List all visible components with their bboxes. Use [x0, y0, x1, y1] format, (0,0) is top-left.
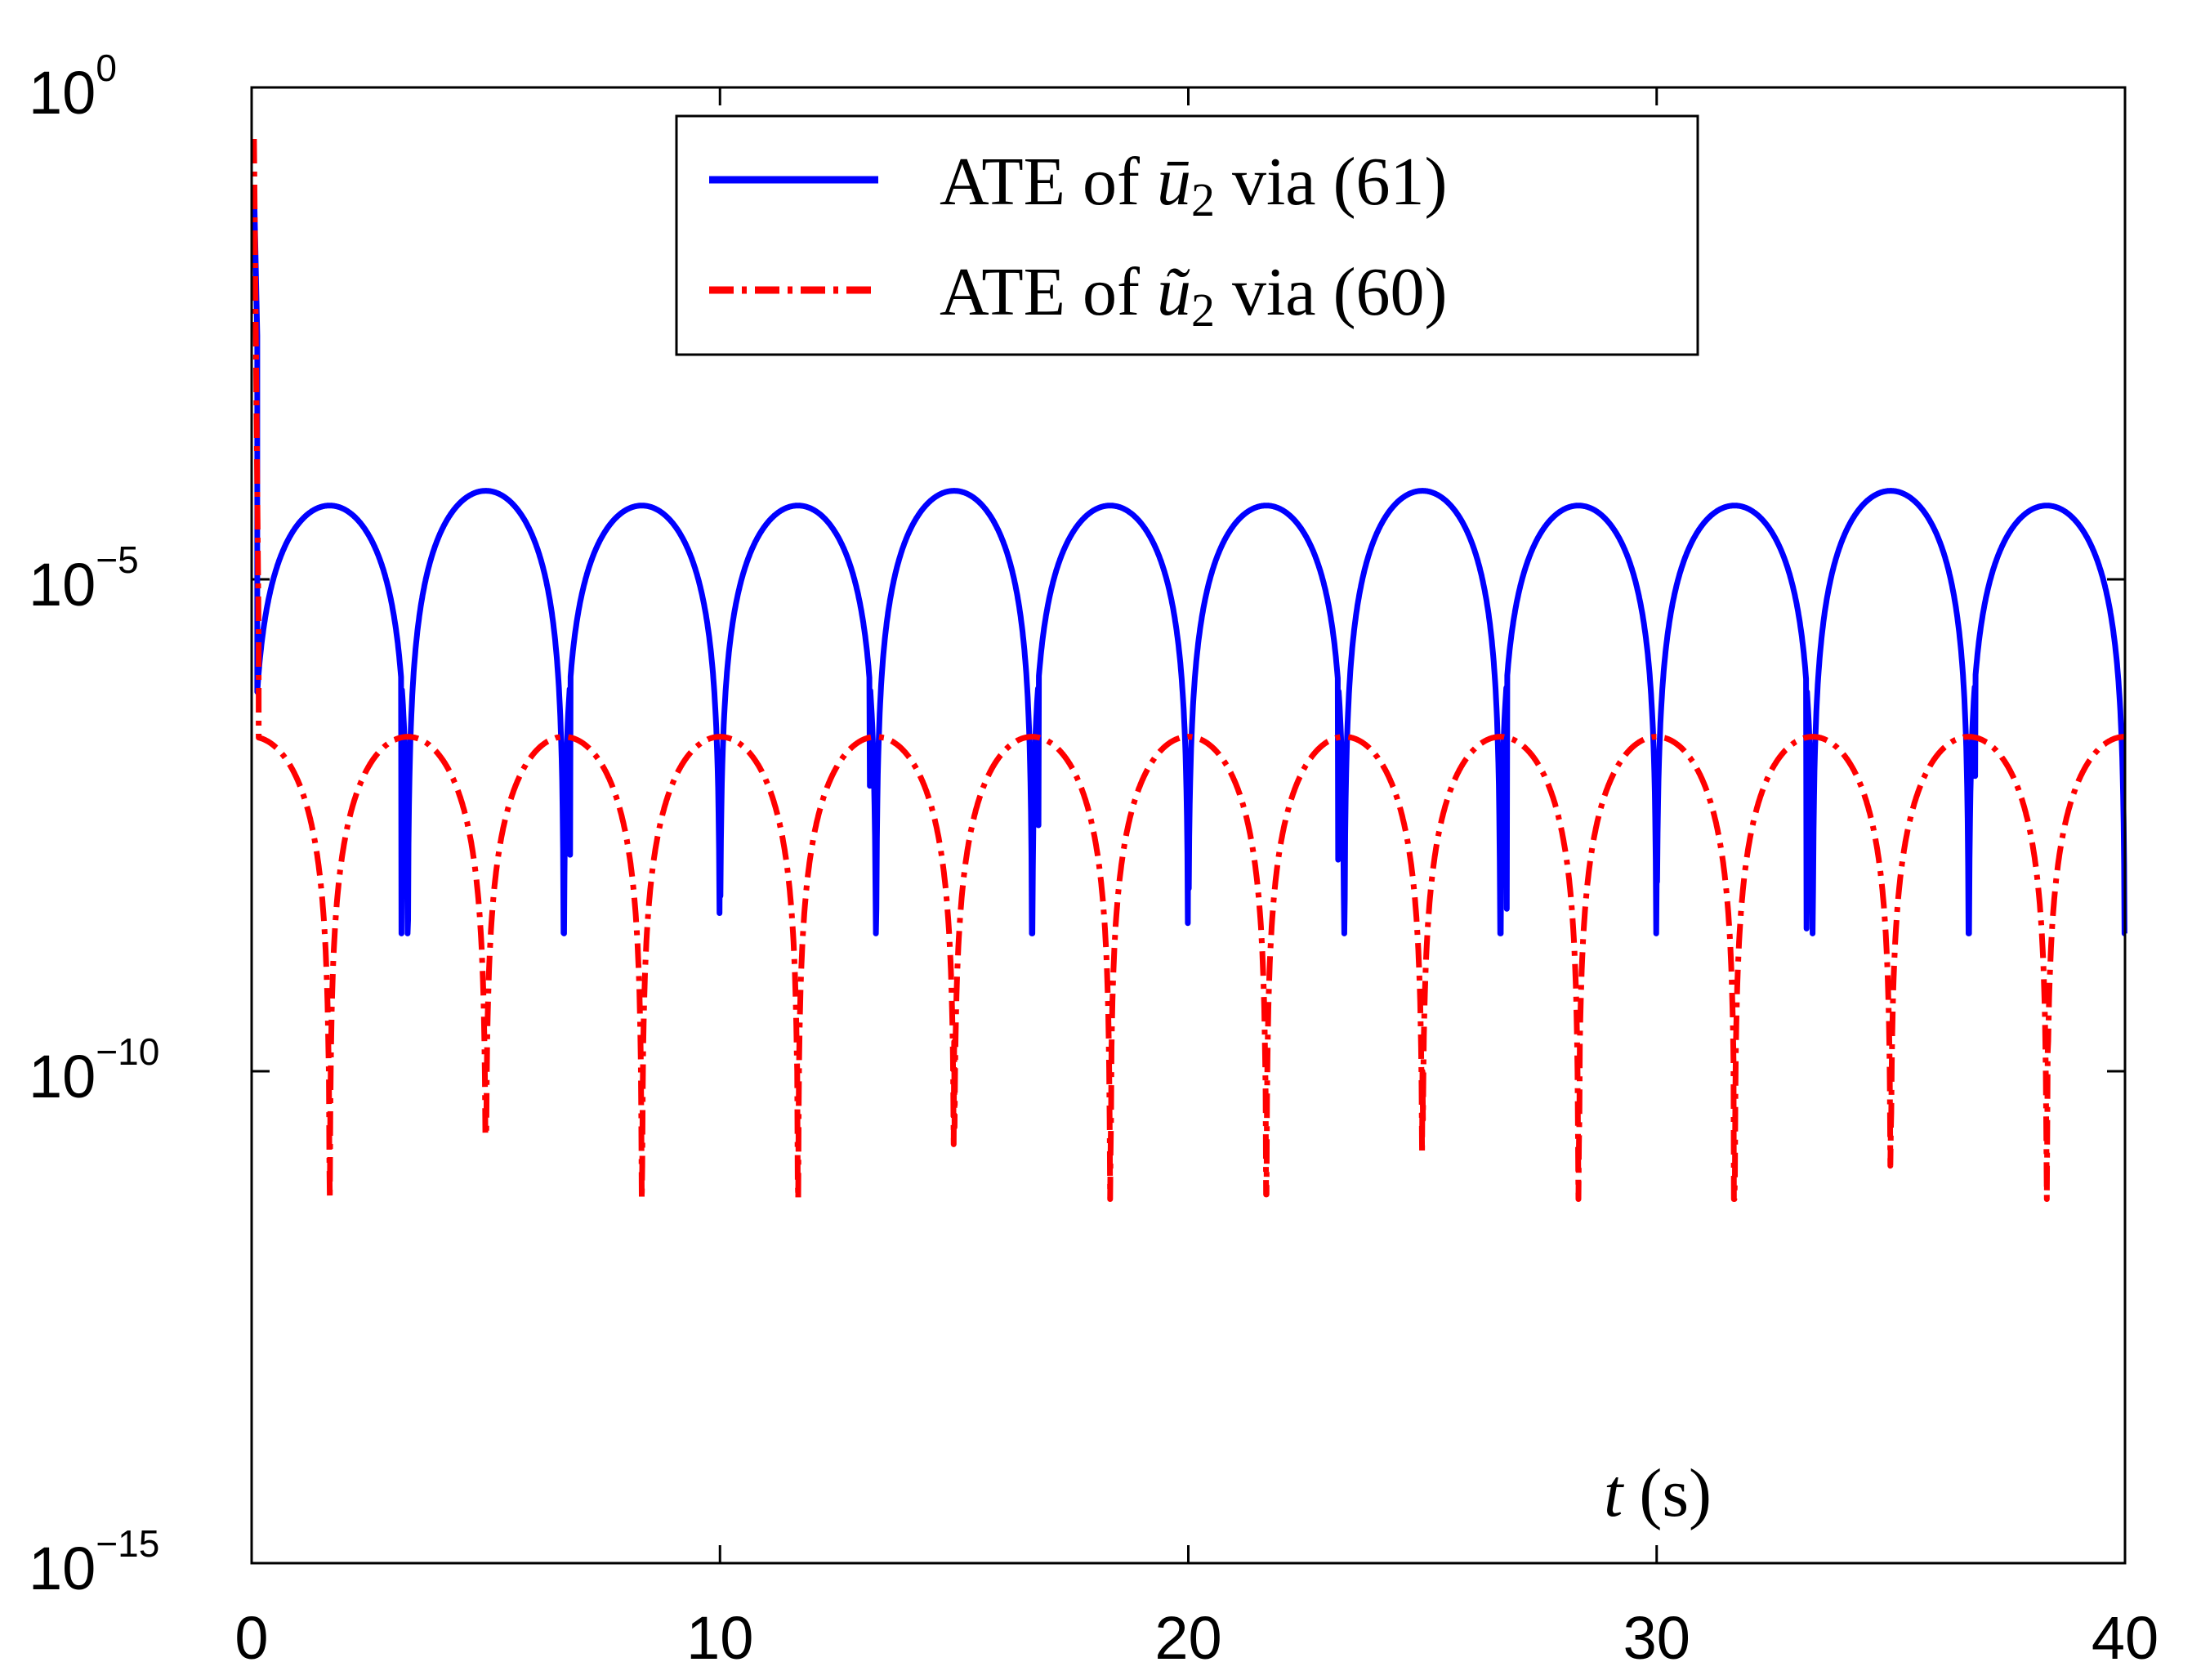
x-tick-label: 30 [1623, 1604, 1690, 1672]
y-tick-label: 10−15 [29, 1522, 159, 1602]
legend-box [675, 114, 1699, 356]
x-tick-label: 0 [234, 1604, 268, 1672]
x-axis-label: t (s) [1604, 1455, 1712, 1531]
legend: ATE of ū2 via (61) ATE of ũ2 via (60) [675, 114, 1699, 356]
series-line-ate-60 [251, 138, 2127, 1202]
y-tick-label: 100 [29, 47, 117, 127]
legend-61-suffix: via (61) [1215, 144, 1448, 220]
y-tick-label: 10−10 [29, 1030, 159, 1110]
ticks [252, 87, 2125, 1563]
plot-frame [250, 86, 2127, 1565]
legend-60-prefix: ATE of [940, 254, 1157, 330]
x-tick-label: 20 [1154, 1604, 1221, 1672]
tick-labels: 0 10 20 30 40 100 10−5 10−10 10−15 [29, 47, 2159, 1672]
legend-label-ate-61: ATE of ū2 via (61) [940, 144, 1448, 226]
legend-61-subscript: 2 [1191, 173, 1215, 226]
x-tick-label: 10 [686, 1604, 753, 1672]
x-axis-unit: (s) [1639, 1455, 1712, 1531]
y-tick-label: 10−5 [29, 538, 139, 619]
legend-61-prefix: ATE of [940, 144, 1157, 220]
x-axis-variable: t [1604, 1455, 1625, 1531]
legend-60-symbol: ũ [1157, 254, 1191, 330]
legend-61-symbol: ū [1157, 144, 1191, 220]
series-layer [251, 138, 2127, 1202]
legend-label-ate-60: ATE of ũ2 via (60) [940, 254, 1448, 337]
x-tick-label: 40 [2092, 1604, 2159, 1672]
legend-60-suffix: via (60) [1215, 254, 1448, 330]
legend-60-subscript: 2 [1191, 284, 1215, 337]
series-line-ate-61 [251, 185, 2127, 936]
